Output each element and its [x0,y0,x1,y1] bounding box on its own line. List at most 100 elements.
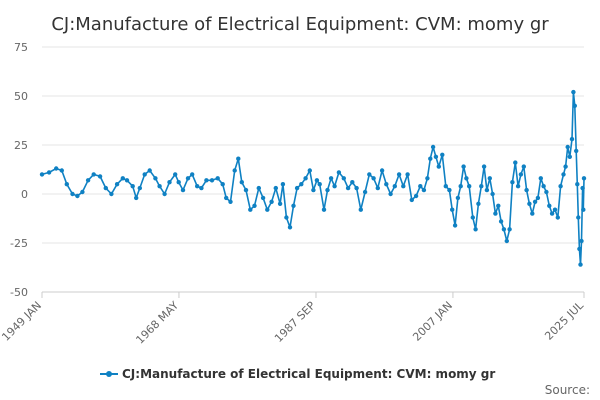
grid [42,46,584,293]
data-point [572,103,577,109]
data-point [452,223,458,228]
data-point [153,176,158,181]
data-point [215,176,220,181]
data-point [579,238,584,244]
data-point [547,203,552,208]
data-point [458,184,463,189]
data-point [544,189,549,195]
y-tick-label: -25 [10,237,28,250]
data-point [501,227,507,232]
data-point [124,178,130,183]
data-point [521,164,526,169]
data-point [530,211,535,216]
data-point [567,154,572,159]
data-point [299,182,304,187]
x-tick-label: 2007 JAN [410,299,455,344]
data-point [447,187,452,193]
data-point [518,172,524,177]
data-point [418,184,423,189]
data-point [142,172,147,177]
data-point [578,262,583,267]
data-point [428,156,433,161]
data-point [134,195,139,201]
legend-marker [106,371,112,377]
data-point [273,185,278,191]
data-point [476,201,481,206]
data-point [515,184,521,189]
data-point [317,182,322,187]
data-point [487,176,492,181]
x-axis-ticks: 1949 JAN 1968 MAY 1987 SEP 2007 JAN 2025 JUL [0,292,587,347]
data-point [507,227,512,232]
data-point [421,187,427,193]
data-point [561,172,566,177]
data-point [220,182,225,187]
legend[interactable]: CJ:Manufacture of Electrical Equipment: … [100,367,495,381]
data-point [532,199,538,204]
data-point [97,174,103,179]
data-point [581,176,587,181]
data-point [577,246,582,252]
x-tick-label: 1987 SEP [272,299,318,345]
data-point [157,184,162,189]
data-point [224,195,229,201]
data-point [109,191,114,197]
data-point [130,184,135,189]
data-point [265,207,270,212]
data-point [328,176,334,181]
data-point [430,144,436,150]
data-point [204,178,209,183]
data-point [358,207,363,212]
data-point [256,185,261,191]
data-point [147,168,152,173]
data-point [243,187,249,193]
data-point [114,182,120,187]
y-tick-label: -50 [10,286,28,299]
data-point [75,193,80,199]
data-point [85,178,91,183]
y-tick-label: 0 [21,188,28,201]
data-point [350,180,355,185]
data-point [64,182,70,187]
data-point [80,189,85,195]
data-point [209,178,215,183]
data-point [185,176,191,181]
data-point [481,164,487,169]
data-point [239,180,244,185]
data-point [341,176,346,181]
data-point [379,168,385,173]
data-point [571,89,576,95]
data-point [190,172,195,177]
data-point [314,178,320,183]
y-axis-ticks: 75 50 25 0 -25 -50 [10,41,28,299]
data-point [294,185,300,191]
data-point [332,184,337,189]
data-point [137,185,142,191]
data-point [436,164,441,169]
data-point [284,215,289,220]
legend-label: CJ:Manufacture of Electrical Equipment: … [122,367,495,381]
data-point [440,152,445,157]
data-point [575,182,580,187]
source-label: Source: [545,383,590,397]
data-point [325,187,330,193]
data-point [470,215,475,220]
data-point [535,195,541,201]
data-point [199,185,204,191]
data-point [396,172,402,177]
data-point [455,195,461,201]
data-point [425,176,430,181]
data-point [413,193,419,199]
data-point [384,182,389,187]
data-point [409,197,414,203]
data-point [580,185,585,191]
data-point [490,191,495,197]
data-point [388,191,393,197]
data-point [228,199,233,204]
data-point [367,172,372,177]
data-point [375,185,380,191]
data-point [336,170,342,175]
x-tick-label: 2025 JUL [542,298,586,342]
data-point [504,238,509,244]
data-point [176,180,181,185]
